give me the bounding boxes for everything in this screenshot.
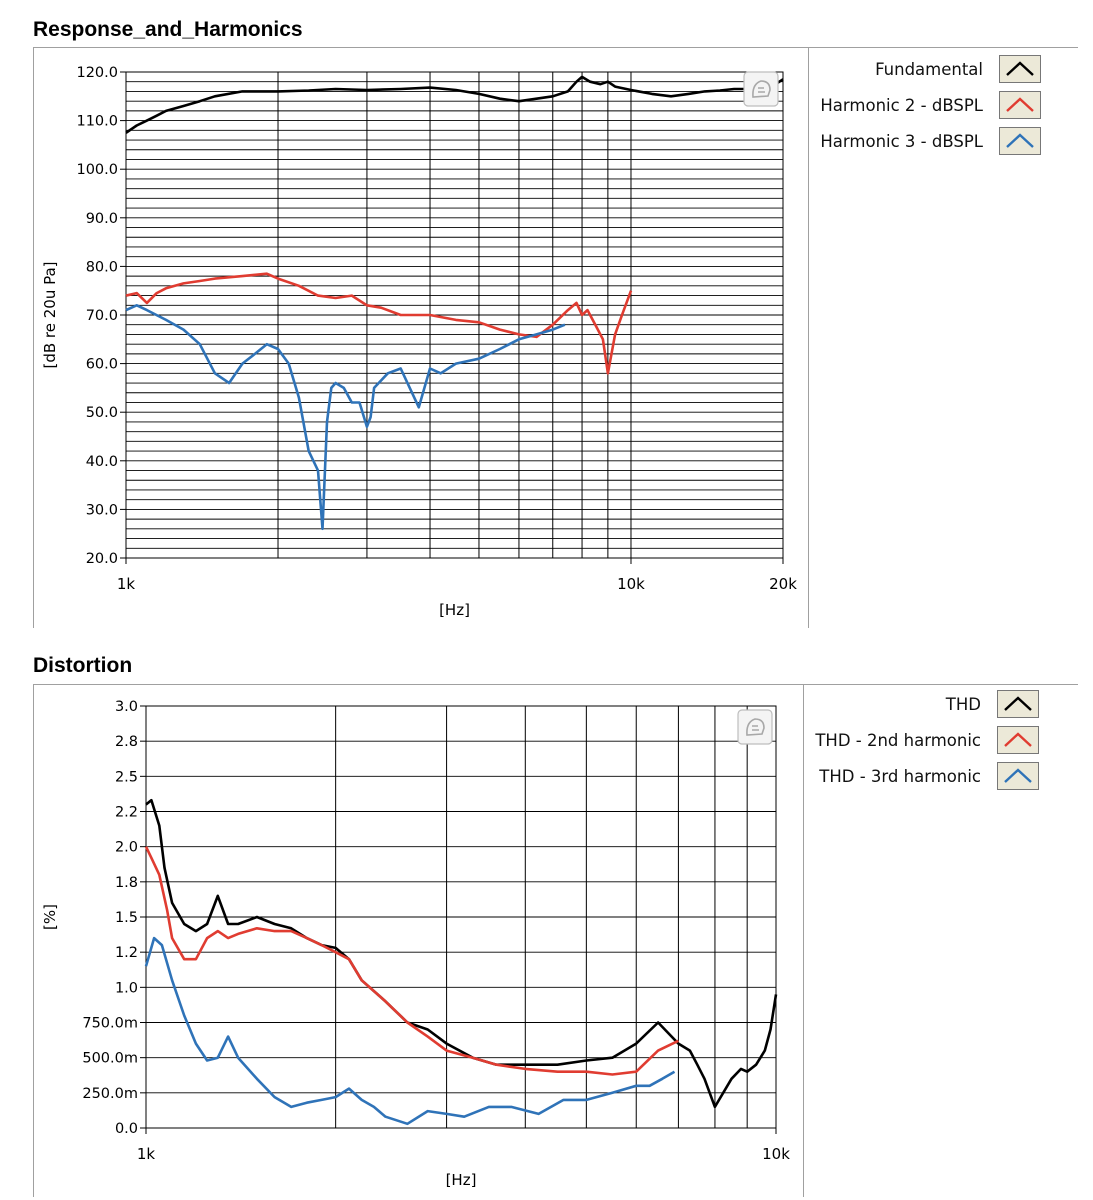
series-line-2 bbox=[144, 846, 679, 1076]
y-tick-label: 90.0 bbox=[86, 211, 118, 227]
series-line-3 bbox=[144, 936, 676, 1126]
legend-label: THD - 3rd harmonic bbox=[819, 766, 981, 786]
legend-item[interactable]: THD bbox=[946, 690, 1039, 718]
distortion-panel-separator bbox=[33, 684, 1078, 685]
x-tick-label: 10k bbox=[617, 575, 645, 593]
y-tick-label: 0.0 bbox=[115, 1121, 138, 1137]
y-tick-label: 2.8 bbox=[115, 734, 138, 750]
series-line-1 bbox=[125, 75, 784, 134]
legend-line-icon bbox=[1006, 97, 1034, 112]
response-panel-left-border bbox=[33, 48, 34, 628]
icon-frame bbox=[743, 71, 779, 107]
legend-line-icon bbox=[1004, 732, 1032, 747]
y-tick-label: 20.0 bbox=[86, 551, 118, 567]
x-tick-label: 1k bbox=[117, 575, 136, 593]
x-tick-label: 1k bbox=[137, 1145, 156, 1163]
graph-palette-icon bbox=[743, 71, 779, 107]
y-tick-label: 2.2 bbox=[115, 805, 138, 821]
legend-swatch[interactable] bbox=[999, 127, 1041, 155]
icon-glyph-detail bbox=[752, 725, 759, 731]
series-line-3 bbox=[125, 304, 566, 531]
legend-swatch[interactable] bbox=[999, 91, 1041, 119]
icon-glyph bbox=[752, 80, 771, 98]
y-tick-label: 1.5 bbox=[115, 910, 138, 926]
y-tick-label: 250.0m bbox=[82, 1086, 138, 1102]
x-tick-label: 20k bbox=[769, 575, 797, 593]
legend-line-icon bbox=[1006, 61, 1034, 76]
legend-swatch[interactable] bbox=[997, 726, 1039, 754]
y-tick-label: 110.0 bbox=[76, 114, 118, 130]
icon-glyph bbox=[746, 718, 765, 736]
y-tick-label: 1.2 bbox=[115, 945, 138, 961]
legend-label: THD bbox=[945, 694, 981, 714]
distortion-panel-title: Distortion bbox=[33, 654, 133, 677]
y-tick-label: 100.0 bbox=[76, 162, 118, 178]
legend-item[interactable]: THD - 3rd harmonic bbox=[819, 762, 1039, 790]
y-tick-label: 120.0 bbox=[76, 65, 118, 81]
y-tick-label: 3.0 bbox=[115, 699, 138, 715]
y-tick-label: 1.0 bbox=[115, 980, 138, 996]
response-legend-divider bbox=[808, 48, 809, 628]
legend-item[interactable]: THD - 2nd harmonic bbox=[815, 726, 1039, 754]
y-tick-label: 2.5 bbox=[115, 769, 138, 785]
y-tick-label: 2.0 bbox=[115, 840, 138, 856]
legend-line-icon bbox=[1004, 696, 1032, 711]
legend-label: Harmonic 3 - dBSPL bbox=[820, 131, 983, 151]
series-line-2 bbox=[125, 272, 633, 375]
distortion-legend-divider bbox=[803, 685, 804, 1197]
y-tick-label: 500.0m bbox=[82, 1051, 138, 1067]
distortion-plot: 3.0 2.8 2.5 2.2 2.0 1.8 1.5 1.2 1.0 750.0m 500.0m 2… bbox=[41, 699, 790, 1189]
x-tick-label: 10k bbox=[762, 1145, 790, 1163]
y-tick-label: 50.0 bbox=[86, 405, 118, 421]
distortion-panel-left-border bbox=[33, 685, 34, 1197]
icon-frame bbox=[737, 709, 773, 745]
legend-label: Harmonic 2 - dBSPL bbox=[820, 95, 983, 115]
y-axis-label: [dB re 20u Pa] bbox=[41, 261, 59, 368]
y-axis-label: [%] bbox=[41, 904, 59, 930]
response-panel-title: Response_and_Harmonics bbox=[33, 18, 303, 41]
legend-line-icon bbox=[1004, 768, 1032, 783]
y-tick-label: 60.0 bbox=[86, 357, 118, 373]
legend-swatch[interactable] bbox=[997, 690, 1039, 718]
y-tick-label: 1.8 bbox=[115, 875, 138, 891]
y-tick-label: 30.0 bbox=[86, 502, 118, 518]
response-panel-separator bbox=[33, 47, 1078, 48]
x-axis-label: [Hz] bbox=[446, 1171, 477, 1189]
legend-item[interactable]: Harmonic 3 - dBSPL bbox=[820, 127, 1041, 155]
y-tick-label: 40.0 bbox=[86, 454, 118, 470]
legend-label: THD - 2nd harmonic bbox=[815, 730, 981, 750]
legend-swatch[interactable] bbox=[999, 55, 1041, 83]
legend-line-icon bbox=[1006, 133, 1034, 148]
icon-glyph-detail bbox=[758, 87, 765, 93]
y-tick-label: 80.0 bbox=[86, 259, 118, 275]
response-plot: 120.0 110.0 100.0 90.0 80.0 70.0 60.0 50.0 40.0 3… bbox=[41, 65, 797, 619]
legend-label: Fundamental bbox=[875, 59, 983, 79]
legend-swatch[interactable] bbox=[997, 762, 1039, 790]
y-tick-label: 750.0m bbox=[82, 1016, 138, 1032]
series-line-1 bbox=[145, 798, 778, 1109]
graph-palette-icon bbox=[737, 709, 773, 745]
y-tick-label: 70.0 bbox=[86, 308, 118, 324]
legend-item[interactable]: Harmonic 2 - dBSPL bbox=[820, 91, 1041, 119]
legend-item[interactable]: Fundamental bbox=[875, 55, 1041, 83]
x-axis-label: [Hz] bbox=[439, 601, 470, 619]
